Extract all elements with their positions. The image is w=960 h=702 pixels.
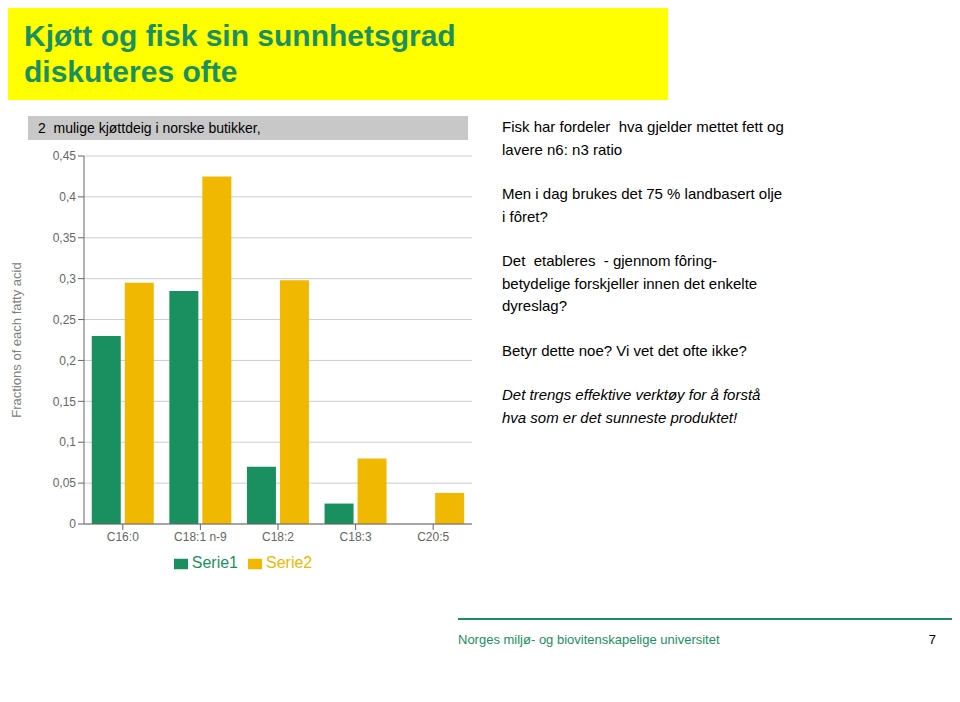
svg-text:C18:1 n-9: C18:1 n-9 bbox=[174, 530, 227, 544]
svg-text:0,35: 0,35 bbox=[53, 231, 77, 245]
html-text:Det trengs effektive verktøy f: Det trengs effektive verktøy for å forst… bbox=[502, 386, 761, 426]
svg-text:0,15: 0,15 bbox=[53, 395, 77, 409]
html-text:Det etableres - gjennom fôring: Det etableres - gjennom fôring- betydeli… bbox=[502, 252, 758, 314]
html-text:Serie2: Serie2 bbox=[266, 554, 313, 571]
svg-text:0,1: 0,1 bbox=[59, 435, 76, 449]
svg-text:C18:2: C18:2 bbox=[262, 530, 294, 544]
html-text:Norges miljø- og biovitenskape: Norges miljø- og biovitenskapelige unive… bbox=[458, 632, 720, 647]
svg-text:0,4: 0,4 bbox=[59, 190, 76, 204]
html-text:Fisk har fordeler hva gjelder: Fisk har fordeler hva gjelder mettet fet… bbox=[502, 118, 784, 158]
html-text:Kjøtt og fisk sin sunnhetsgrad: Kjøtt og fisk sin sunnhetsgrad bbox=[24, 19, 456, 52]
svg-text:0,3: 0,3 bbox=[59, 272, 76, 286]
html-text:2 mulige kjøttdeig i norske bu: 2 mulige kjøttdeig i norske butikker, bbox=[38, 120, 261, 136]
svg-text:0,2: 0,2 bbox=[59, 354, 76, 368]
html-text:Men i dag brukes det 75 % land: Men i dag brukes det 75 % landbasert olj… bbox=[502, 185, 783, 225]
svg-text:Fractions of each fatty acid: Fractions of each fatty acid bbox=[9, 262, 24, 417]
html-text:Serie1: Serie1 bbox=[191, 554, 238, 571]
svg-text:0,45: 0,45 bbox=[53, 149, 77, 163]
svg-text:C20:5: C20:5 bbox=[417, 530, 449, 544]
svg-text:0,05: 0,05 bbox=[53, 476, 77, 490]
svg-text:0,25: 0,25 bbox=[53, 313, 77, 327]
svg-text:0: 0 bbox=[69, 517, 76, 531]
html-text:7: 7 bbox=[928, 632, 936, 647]
svg-text:C16:0: C16:0 bbox=[107, 530, 139, 544]
svg-text:C18:3: C18:3 bbox=[340, 530, 372, 544]
html-text:diskuteres ofte: diskuteres ofte bbox=[24, 55, 238, 88]
html-text:Betyr dette noe? Vi vet det of: Betyr dette noe? Vi vet det ofte ikke? bbox=[502, 341, 747, 359]
